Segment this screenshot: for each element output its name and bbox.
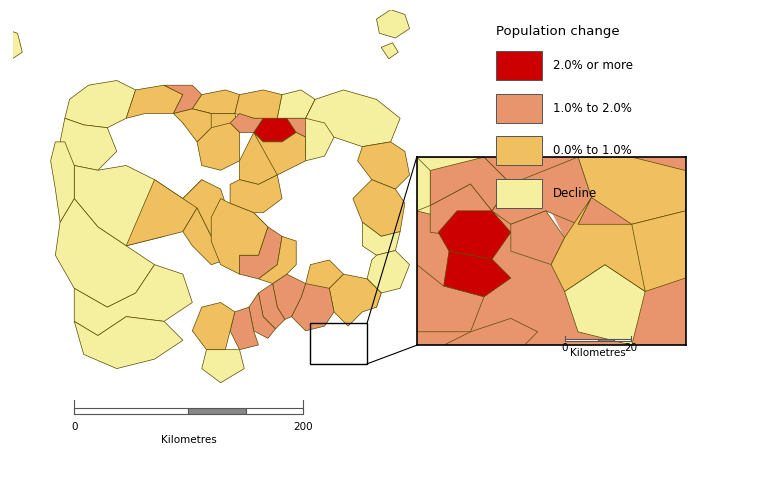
Text: Population change: Population change <box>495 25 619 38</box>
FancyBboxPatch shape <box>495 51 541 80</box>
Polygon shape <box>417 265 484 332</box>
Polygon shape <box>197 123 240 170</box>
Bar <box>189 408 245 414</box>
Text: Kilometres: Kilometres <box>569 348 626 358</box>
Polygon shape <box>55 199 154 307</box>
Polygon shape <box>417 157 511 224</box>
Polygon shape <box>234 90 282 118</box>
Polygon shape <box>0 28 23 62</box>
Polygon shape <box>291 284 334 331</box>
Polygon shape <box>60 118 117 170</box>
Text: 0.0% to 1.0%: 0.0% to 1.0% <box>553 144 632 157</box>
Polygon shape <box>74 317 183 369</box>
Polygon shape <box>443 318 538 345</box>
Bar <box>565 339 597 341</box>
Polygon shape <box>376 10 410 38</box>
Polygon shape <box>240 132 282 185</box>
Polygon shape <box>430 157 511 211</box>
Text: 20: 20 <box>624 343 637 353</box>
Polygon shape <box>126 85 183 118</box>
Polygon shape <box>305 90 400 147</box>
Bar <box>614 339 631 341</box>
FancyBboxPatch shape <box>495 179 541 208</box>
Polygon shape <box>511 211 565 265</box>
Polygon shape <box>546 157 591 224</box>
Polygon shape <box>400 0 411 8</box>
Polygon shape <box>565 265 645 345</box>
Polygon shape <box>230 114 263 132</box>
Polygon shape <box>430 184 492 238</box>
Polygon shape <box>305 260 344 298</box>
Text: 1.0% to 2.0%: 1.0% to 2.0% <box>553 102 632 114</box>
Polygon shape <box>259 284 285 329</box>
Polygon shape <box>551 198 645 291</box>
Polygon shape <box>367 251 410 293</box>
Text: 2.0% or more: 2.0% or more <box>553 59 633 72</box>
Text: 0: 0 <box>71 423 77 432</box>
Polygon shape <box>183 208 249 265</box>
Polygon shape <box>259 236 296 284</box>
Polygon shape <box>211 199 268 274</box>
Polygon shape <box>65 81 136 128</box>
Polygon shape <box>254 118 296 142</box>
Polygon shape <box>74 265 192 336</box>
Text: 0: 0 <box>562 343 568 353</box>
Polygon shape <box>511 211 565 265</box>
Polygon shape <box>183 109 240 142</box>
Text: Decline: Decline <box>553 187 597 199</box>
Text: Kilometres: Kilometres <box>160 435 217 445</box>
Bar <box>74 408 189 414</box>
Polygon shape <box>417 157 686 345</box>
Polygon shape <box>417 157 430 211</box>
Polygon shape <box>183 180 230 236</box>
Polygon shape <box>192 90 240 114</box>
Polygon shape <box>578 157 686 224</box>
Polygon shape <box>353 279 381 307</box>
Polygon shape <box>362 222 400 255</box>
Polygon shape <box>287 99 330 137</box>
Polygon shape <box>443 251 511 297</box>
Bar <box>597 339 614 341</box>
Polygon shape <box>492 157 591 224</box>
Polygon shape <box>126 180 202 246</box>
Polygon shape <box>240 227 282 279</box>
Polygon shape <box>51 142 74 222</box>
FancyBboxPatch shape <box>495 94 541 123</box>
Polygon shape <box>230 307 259 350</box>
Polygon shape <box>74 166 183 246</box>
Polygon shape <box>353 180 405 236</box>
Polygon shape <box>249 293 276 339</box>
FancyBboxPatch shape <box>495 136 541 165</box>
Polygon shape <box>230 175 282 213</box>
Polygon shape <box>330 274 381 326</box>
Polygon shape <box>277 90 315 118</box>
Polygon shape <box>305 118 334 161</box>
Polygon shape <box>273 274 305 319</box>
Polygon shape <box>381 43 398 59</box>
Polygon shape <box>164 85 202 114</box>
Bar <box>245 408 302 414</box>
Polygon shape <box>202 350 245 383</box>
Polygon shape <box>605 211 686 291</box>
Polygon shape <box>192 302 234 350</box>
Polygon shape <box>254 132 305 175</box>
Polygon shape <box>174 109 211 142</box>
Polygon shape <box>358 142 410 189</box>
Text: 200: 200 <box>293 423 312 432</box>
Polygon shape <box>230 213 268 255</box>
Polygon shape <box>439 211 511 259</box>
